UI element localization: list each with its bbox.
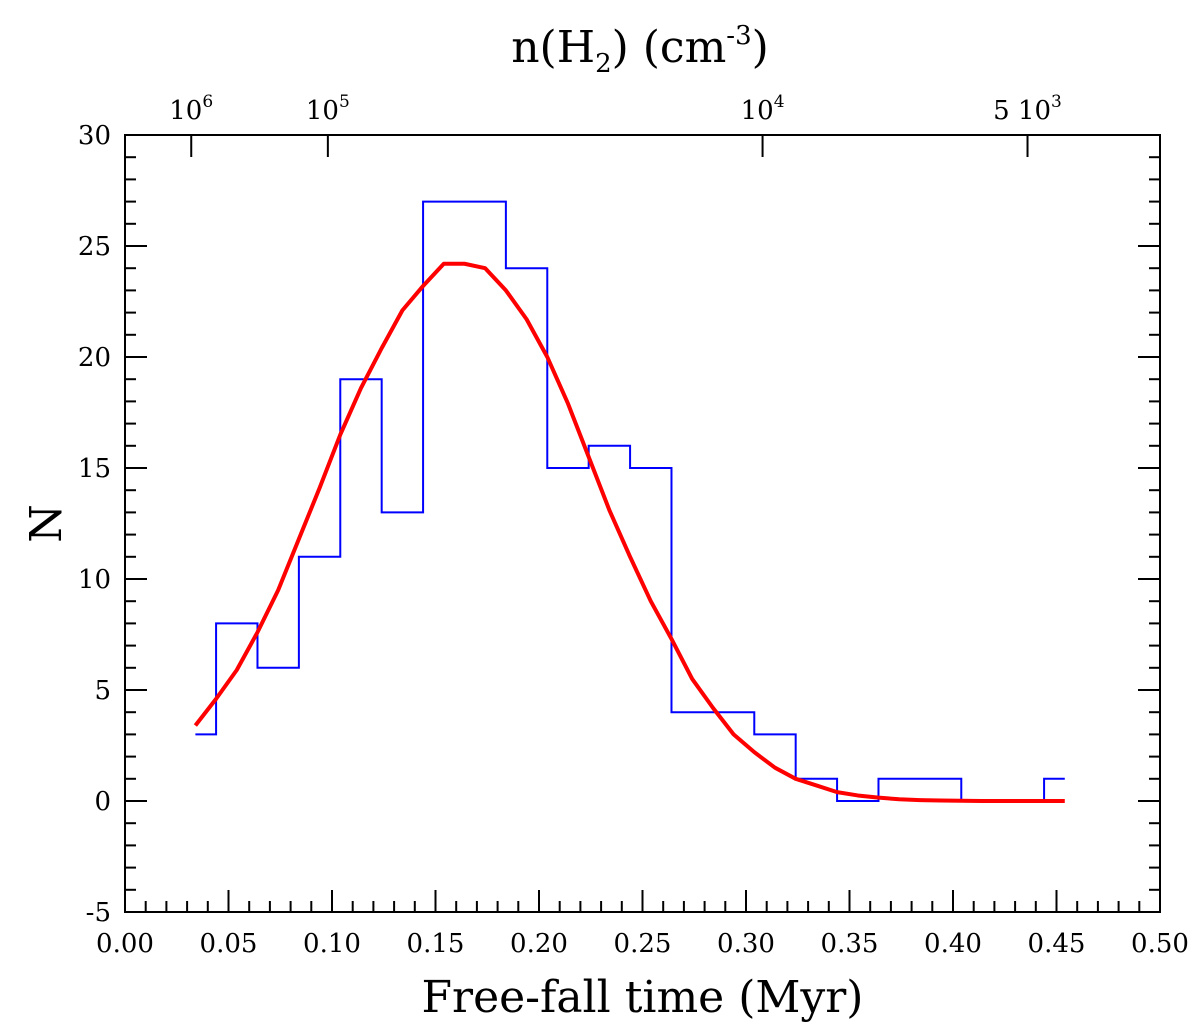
- top-axis-tick-label: 104: [741, 92, 785, 126]
- x-tick-label: 0.40: [924, 929, 982, 959]
- x-tick-label: 0.10: [303, 929, 361, 959]
- fit-series: [193, 261, 1065, 803]
- y-tick-label: 15: [78, 454, 111, 484]
- y-tick-label: 0: [94, 787, 111, 817]
- x-tick-labels: 0.00 0.05 0.10 0.15 0.20 0.25 0.30 0.35 0.40 0.45…: [96, 929, 1189, 959]
- histogram-bin: [464, 202, 505, 801]
- histogram-bin: [423, 202, 464, 801]
- histogram-bin: [671, 712, 712, 801]
- x-tick-label: 0.50: [1131, 929, 1189, 959]
- y-axis-title: N: [21, 504, 72, 543]
- histogram-bin: [920, 779, 961, 801]
- histogram-bin: [382, 512, 423, 801]
- histogram-bin: [216, 623, 257, 801]
- y-tick-label: 30: [78, 121, 111, 151]
- x-axis-title: Free-fall time (Myr): [422, 972, 864, 1023]
- y-tick-label: 20: [78, 343, 111, 373]
- y-tick-label: -5: [86, 898, 111, 928]
- x-tick-label: 0.20: [510, 929, 568, 959]
- y-tick-labels: -5 0 5 10 15 20 25 30: [78, 121, 111, 928]
- x-tick-label: 0.35: [821, 929, 879, 959]
- plot-frame: [124, 134, 1161, 913]
- histogram-series: [195, 200, 1065, 802]
- histogram-bin: [257, 668, 298, 801]
- tick-marks: [124, 134, 1161, 913]
- x-tick-label: 0.00: [96, 929, 154, 959]
- top-axis-tick-label: 105: [306, 92, 350, 126]
- top-axis-labels: 106 105 104 5 103: [169, 92, 1062, 126]
- histogram-bin: [195, 734, 216, 801]
- histogram-bin: [1044, 779, 1065, 801]
- top-axis-tick-label: 106: [169, 92, 213, 126]
- x-tick-label: 0.25: [614, 929, 672, 959]
- y-tick-label: 10: [78, 565, 111, 595]
- top-axis-tick-label: 5 103: [993, 92, 1062, 126]
- x-tick-label: 0.30: [717, 929, 775, 959]
- histogram-step-line: [195, 200, 1065, 802]
- x-tick-label: 0.05: [200, 929, 258, 959]
- top-axis-title: n(H2) (cm-3): [511, 21, 769, 79]
- x-tick-label: 0.45: [1028, 929, 1086, 959]
- histogram-bin: [589, 446, 630, 801]
- histogram-bin: [340, 379, 381, 801]
- histogram-bin: [299, 557, 340, 801]
- histogram-bin: [713, 712, 754, 801]
- histogram-bin: [547, 468, 588, 801]
- y-tick-label: 25: [78, 232, 111, 262]
- y-tick-label: 5: [94, 676, 111, 706]
- histogram-bin: [630, 468, 671, 801]
- fit-curve: [193, 261, 1065, 803]
- x-tick-label: 0.15: [407, 929, 465, 959]
